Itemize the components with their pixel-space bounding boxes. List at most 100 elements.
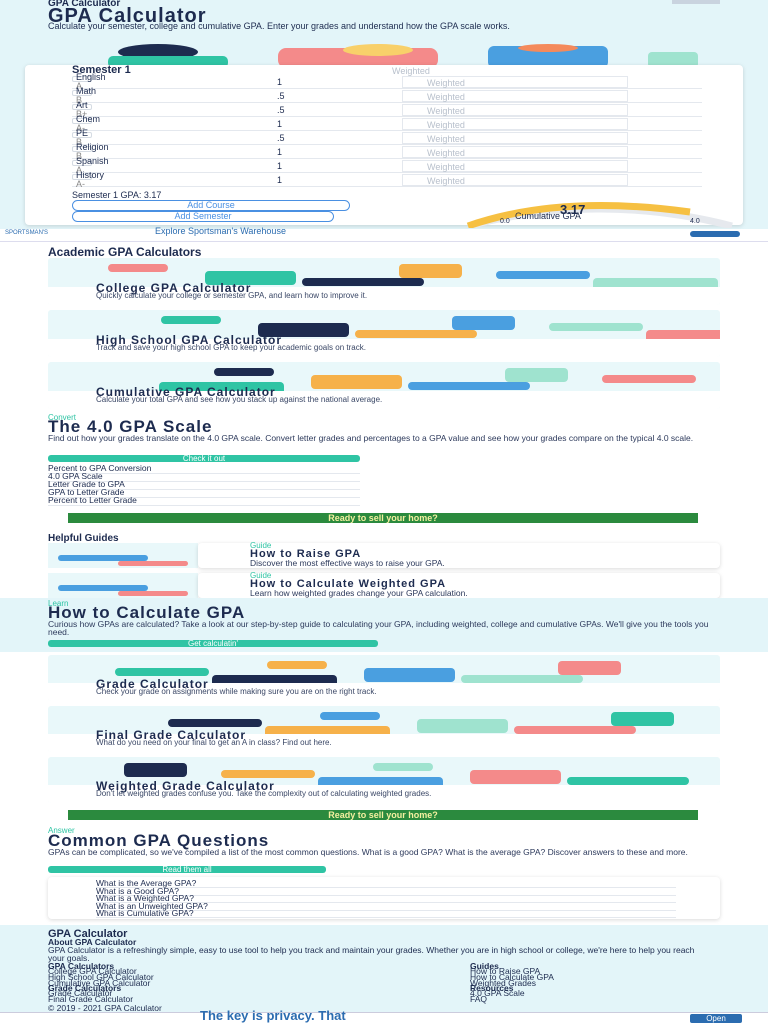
ad-bar[interactable] [0,229,768,242]
faq-question[interactable]: What is a Weighted GPA? [96,894,676,903]
footer-link[interactable]: Cumulative GPA Calculator [48,978,151,988]
course-name: Religion [76,142,109,152]
remove-button[interactable] [72,90,92,96]
faq-question[interactable]: What is Cumulative GPA? [96,909,676,918]
illustration-shape [318,777,443,787]
ad-banner[interactable]: Ready to sell your home? [68,513,698,523]
bottom-ad-text[interactable]: The key is privacy. That [200,1008,346,1023]
guide-title[interactable]: How to Raise GPA [250,548,362,560]
course-grade[interactable]: A- [76,179,85,189]
footer-link[interactable]: High School GPA Calculator [48,972,154,982]
footer-link[interactable]: 4.0 GPA Scale [470,988,525,998]
illustration-shape [320,712,380,720]
ad-banner[interactable]: Ready to sell your home? [68,810,698,820]
course-name: Math [76,86,97,96]
course-credits[interactable]: .5 [277,91,285,101]
menu-button[interactable] [672,0,720,4]
faq-question[interactable]: What is a Good GPA? [96,886,676,896]
footer-about-title: About GPA Calculator [48,937,137,947]
gauge-value: 3.17 [560,202,586,217]
convert-link[interactable]: Percent to Letter Grade [48,496,360,506]
weighted-select[interactable]: Weighted [402,104,628,116]
calculator-card[interactable]: Cumulative GPA Calculator Calculate your … [48,362,720,409]
guide-card[interactable] [198,543,720,568]
bottom-ad[interactable] [0,1012,768,1025]
calculator-card[interactable]: Final Grade Calculator What do you need o… [48,706,720,752]
convert-link[interactable]: 4.0 GPA Scale [48,472,360,482]
footer-link[interactable]: Weighted Grades [470,978,536,988]
weighted-select[interactable]: Weighted [402,160,628,172]
footer-link[interactable]: FAQ [470,994,488,1004]
remove-button[interactable] [72,76,92,82]
ad-brand[interactable]: SPORTSMAN'S [5,230,49,236]
remove-button[interactable] [72,174,92,180]
convert-link[interactable]: GPA to Letter Grade [48,488,360,498]
illustration-shape [212,675,337,685]
weighted-select[interactable]: Weighted [402,146,628,158]
course-credits[interactable]: .5 [277,105,285,115]
footer-link[interactable]: How to Calculate GPA [470,972,554,982]
faq-question[interactable]: What is the Average GPA? [96,879,676,888]
calculate-button[interactable]: Get calculatin' [48,640,378,648]
guide-card[interactable] [198,573,720,598]
add-semester-button[interactable]: Add Semester [72,211,334,222]
footer-link[interactable]: Grade Calculator [48,988,113,998]
course-grade[interactable]: A [76,165,83,175]
course-grade[interactable]: B [76,95,83,105]
illustration-shape [364,668,455,682]
footer-link[interactable]: How to Raise GPA [470,966,541,976]
course-grade[interactable]: B+ [76,109,88,119]
calculator-card[interactable]: High School GPA Calculator Track and save… [48,310,720,357]
course-credits[interactable]: 1 [277,175,283,185]
card-footer [48,287,720,305]
weighted-select[interactable]: Weighted [402,174,628,186]
convert-link[interactable]: Letter Grade to GPA [48,480,360,490]
footer-link[interactable]: Final Grade Calculator [48,994,134,1004]
course-credits[interactable]: 1 [277,147,283,157]
remove-button[interactable] [72,118,92,124]
brand[interactable]: GPA Calculator [48,0,121,9]
illustration-shape [452,316,515,330]
weighted-select[interactable]: Weighted [402,76,628,88]
add-course-button[interactable]: Add Course [72,200,350,211]
course-credits[interactable]: 1 [277,77,283,87]
card-text: Check your grade on assignments while ma… [96,687,377,696]
illustration-shape [496,271,590,279]
weighted-select[interactable]: Weighted [402,90,628,102]
section-heading: The 4.0 GPA Scale [48,417,213,436]
faq-question[interactable]: What is an Unweighted GPA? [96,901,676,911]
card-title: Cumulative GPA Calculator [96,385,276,399]
guide-title[interactable]: How to Calculate Weighted GPA [250,578,447,590]
guide-image[interactable] [48,573,198,598]
course-credits[interactable]: 1 [277,119,283,129]
remove-button[interactable] [72,146,92,152]
course-grade[interactable]: B [76,151,83,161]
illustration-shape [221,770,315,778]
convert-link[interactable]: Percent to GPA Conversion [48,464,360,474]
illustration-shape [267,661,327,669]
read-button[interactable]: Read them all [48,866,326,874]
calculator-card[interactable]: Weighted Grade Calculator Don't let weigh… [48,757,720,803]
check-button[interactable]: Check it out [48,455,360,463]
calculator-card[interactable]: College GPA Calculator Quickly calculate … [48,258,720,305]
footer-column-title: Guides [470,961,499,971]
remove-button[interactable] [72,104,92,110]
ad-text[interactable]: Explore Sportsman's Warehouse [155,226,286,236]
remove-button[interactable] [72,132,92,138]
remove-button[interactable] [72,160,92,166]
course-credits[interactable]: .5 [277,133,285,143]
card-text: Track and save your high school GPA to k… [96,343,366,352]
ad-button[interactable] [690,231,740,237]
weighted-select[interactable]: Weighted [402,118,628,130]
guide-image[interactable] [48,543,198,568]
illustration-shape [470,770,561,784]
bottom-ad-button[interactable]: Open [690,1014,742,1023]
footer-link[interactable]: College GPA Calculator [48,966,137,976]
calculator-card[interactable]: Grade Calculator Check your grade on assi… [48,655,720,701]
course-credits[interactable]: 1 [277,161,283,171]
course-grade[interactable]: A [76,81,83,91]
illustration-shape [514,726,636,734]
weighted-select[interactable]: Weighted [402,132,628,144]
course-grade[interactable]: B [76,137,83,147]
course-grade[interactable]: A- [76,123,85,133]
